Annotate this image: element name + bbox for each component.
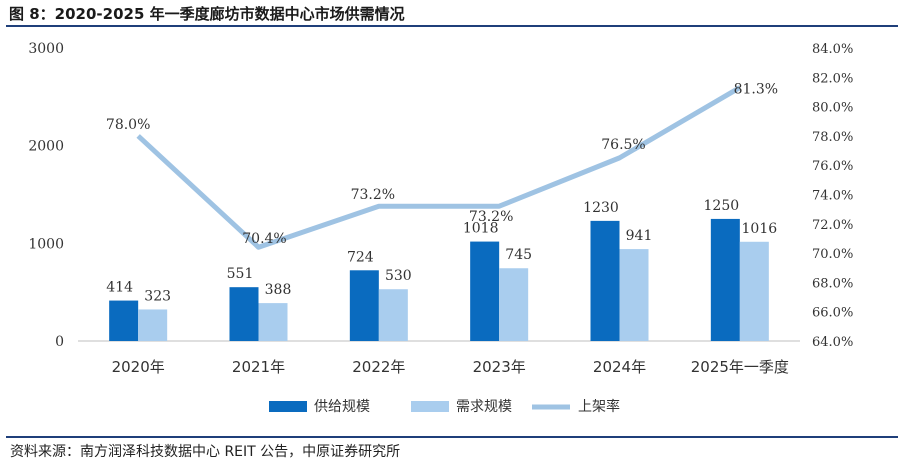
y-right-tick-label: 66.0% — [812, 306, 853, 321]
chart-title: 图 8：2020-2025 年一季度廊坊市数据中心市场供需情况 — [9, 5, 405, 23]
rack-rate-label: 73.2% — [351, 187, 395, 203]
supply-value-label: 724 — [347, 249, 374, 265]
demand-value-label: 745 — [505, 247, 532, 263]
supply-value-label: 551 — [227, 266, 254, 282]
top-rule — [6, 25, 898, 27]
legend-demand-label: 需求规模 — [456, 399, 512, 415]
supply-value-label: 1230 — [583, 200, 619, 216]
supply-bar — [349, 270, 379, 341]
rack-rate-label: 73.2% — [469, 209, 513, 225]
rack-rate-label: 70.4% — [242, 231, 286, 247]
supply-bar — [710, 218, 740, 341]
demand-value-label: 388 — [265, 282, 292, 298]
demand-value-label: 941 — [626, 228, 653, 244]
x-tick-label: 2022年 — [352, 358, 405, 376]
legend-supply-swatch — [269, 401, 307, 412]
supply-bar — [109, 300, 139, 341]
demand-bar — [739, 241, 769, 341]
supply-bar — [229, 287, 259, 341]
y-right-tick-label: 76.0% — [812, 159, 853, 174]
demand-bar — [619, 249, 649, 341]
x-tick-label: 2021年 — [232, 358, 285, 376]
x-tick-label: 2023年 — [473, 358, 526, 376]
y-right-tick-label: 84.0% — [812, 42, 853, 57]
y-right-tick-label: 68.0% — [812, 276, 853, 291]
supply-value-label: 414 — [106, 280, 133, 296]
legend-demand-swatch — [411, 401, 449, 412]
y-left-tick-label: 0 — [55, 334, 64, 350]
legend-supply-label: 供给规模 — [314, 399, 370, 415]
supply-value-label: 1250 — [704, 198, 740, 214]
y-right-tick-label: 72.0% — [812, 218, 853, 233]
demand-bar — [258, 303, 288, 341]
x-tick-label: 2020年 — [112, 358, 165, 376]
y-right-tick-label: 70.0% — [812, 247, 853, 262]
rack-rate-label: 81.3% — [734, 82, 778, 98]
y-left-tick-label: 1000 — [28, 236, 64, 252]
legend-rate-label: 上架率 — [578, 398, 620, 415]
x-tick-label: 2024年 — [593, 358, 646, 376]
y-right-tick-label: 74.0% — [812, 189, 853, 204]
rack-rate-label: 78.0% — [106, 117, 150, 133]
chart: 3000 2000 1000 0 84.0% 82.0% 80.0% 78.0% 76.0% 74… — [28, 41, 853, 415]
demand-bar — [499, 268, 529, 341]
y-left-tick-label: 2000 — [28, 139, 64, 155]
demand-bar — [378, 289, 408, 341]
demand-value-label: 323 — [144, 288, 171, 304]
demand-bar — [138, 309, 168, 341]
supply-bar — [470, 241, 500, 341]
rack-rate-line — [136, 85, 742, 250]
rack-rate-label: 76.5% — [601, 137, 645, 153]
supply-bar — [590, 220, 620, 341]
source-note: 资料来源：南方润泽科技数据中心 REIT 公告，中原证券研究所 — [10, 444, 401, 460]
y-right-tick-label: 64.0% — [812, 335, 853, 350]
supply-value-label: 1018 — [463, 221, 499, 237]
y-right-tick-label: 82.0% — [812, 71, 853, 86]
y-left-tick-label: 3000 — [28, 41, 64, 57]
y-right-tick-label: 78.0% — [812, 130, 853, 145]
demand-value-label: 530 — [385, 268, 412, 284]
y-right-tick-label: 80.0% — [812, 101, 853, 116]
x-tick-label: 2025年一季度 — [691, 358, 789, 376]
demand-value-label: 1016 — [742, 221, 778, 237]
bottom-rule — [6, 436, 898, 438]
